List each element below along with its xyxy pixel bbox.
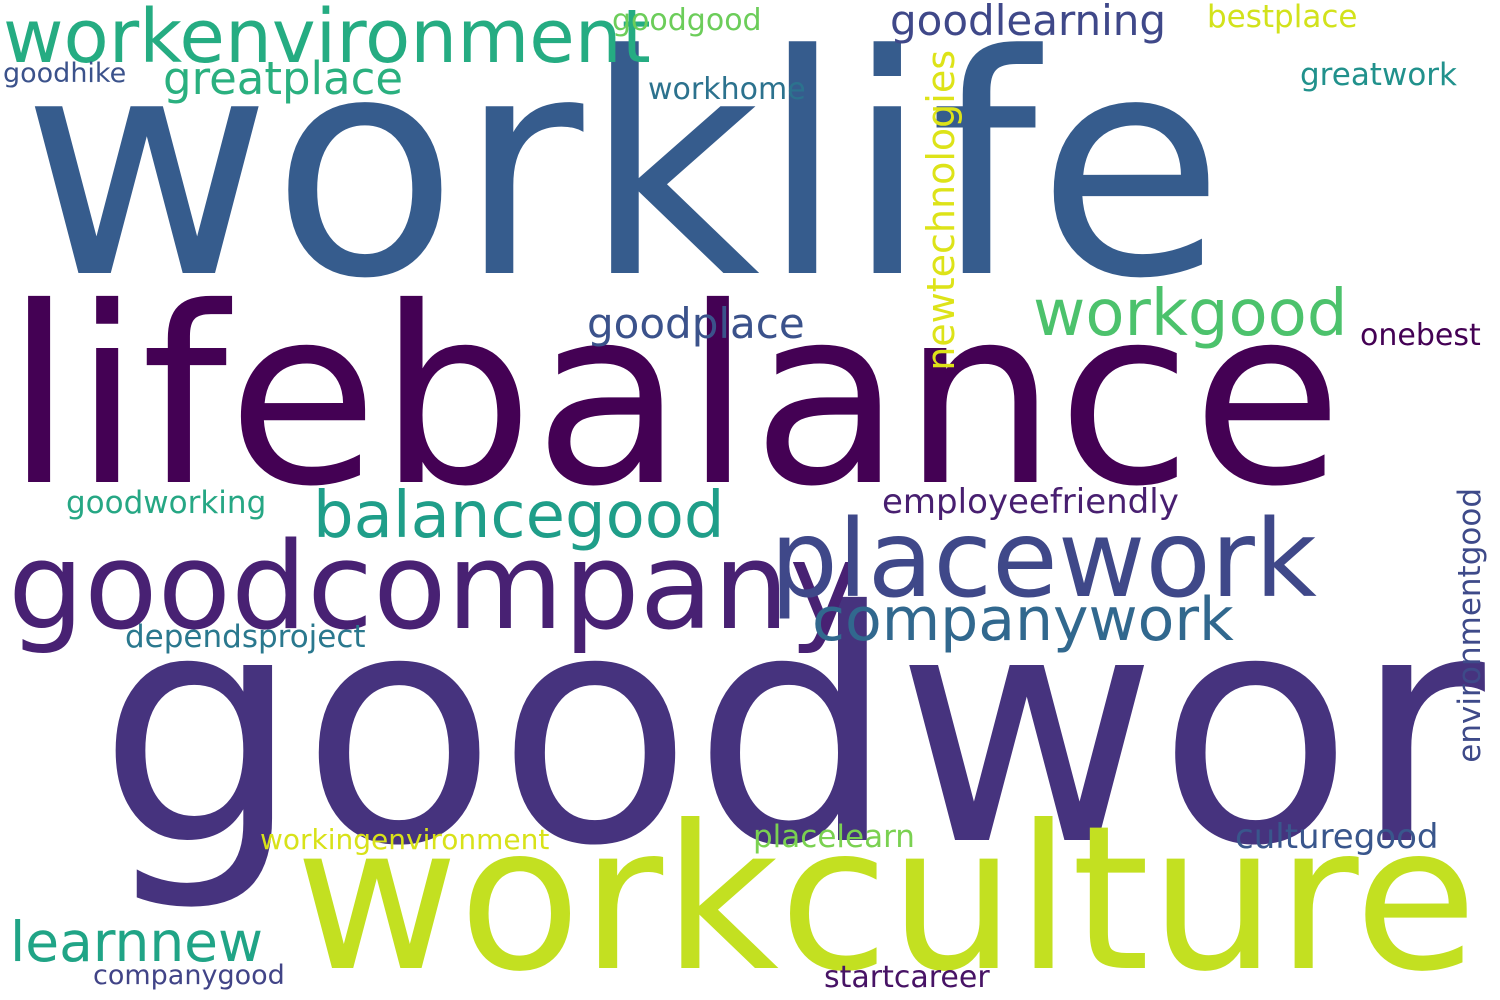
word-culturegood: culturegood [1235,817,1439,857]
word-learnnew: learnnew [10,910,264,974]
word-goodlearning: goodlearning [890,0,1167,45]
word-greatplace: greatplace [163,52,404,105]
word-goodgood: goodgood [612,3,762,38]
word-environmentgood: environmentgood [1452,488,1488,763]
word-workhome: workhome [648,72,806,107]
word-companywork: companywork [812,585,1234,655]
word-goodwork: goodwork [98,544,1500,916]
word-lifebalance: lifebalance [5,255,1343,540]
word-worklife: worklife [22,0,1225,345]
word-goodplace: goodplace [587,299,805,348]
word-workculture: workculture [295,783,1478,1000]
word-balancegood: balancegood [313,479,725,553]
word-workenvironment: workenvironment [3,0,651,80]
word-placelearn: placelearn [753,819,915,855]
word-employeefriendly: employeefriendly [882,482,1179,522]
word-startcareer: startcareer [824,960,990,995]
word-goodworking: goodworking [66,485,267,521]
word-placework: placework [770,498,1317,622]
word-newtechnologies: newtechnologies [919,50,963,371]
word-greatwork: greatwork [1300,57,1457,93]
word-dependsproject: dependsproject [125,619,366,655]
word-companygood: companygood [93,960,285,991]
word-workgood: workgood [1033,277,1348,351]
word-goodcompany: goodcompany [8,518,861,657]
word-workingenvironment: workingenvironment [260,823,550,856]
word-goodhike: goodhike [3,58,127,89]
word-onebest: onebest [1360,318,1481,353]
word-bestplace: bestplace [1207,0,1358,35]
